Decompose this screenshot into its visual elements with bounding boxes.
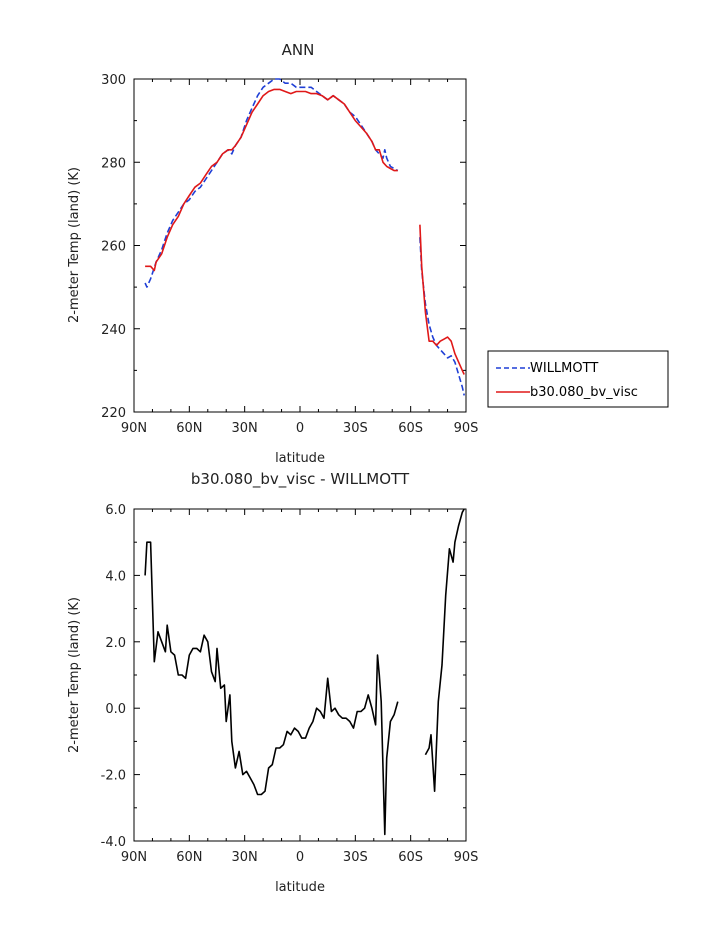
x-tick-label: 90N: [121, 421, 147, 436]
x-tick-label: 60S: [398, 850, 423, 865]
x-tick-label: 30N: [232, 850, 258, 865]
y-tick-label: 6.0: [105, 503, 126, 518]
y-tick-label: 0.0: [105, 702, 126, 717]
x-tick-label: 60N: [176, 850, 202, 865]
difference-panel: b30.080_bv_visc - WILLMOTT 90N 60N 30N 0 30S…: [67, 470, 478, 895]
series-line-difference-segment-1: [144, 541, 399, 836]
series-line-b30-080-bv-visc-segment-2: [419, 224, 465, 375]
legend: WILLMOTT b30.080_bv_visc: [487, 350, 669, 408]
y-tick-label: 280: [101, 156, 126, 171]
y-tick-label: 240: [101, 323, 126, 338]
series-line-willmott-segment-1: [144, 78, 399, 288]
legend-entry-willmott: WILLMOTT: [530, 361, 598, 376]
x-axis-label: latitude: [275, 451, 325, 466]
x-tick-label: 90N: [121, 850, 147, 865]
x-tick-label: 90S: [454, 850, 479, 865]
top-series-group: [144, 78, 465, 396]
y-tick-label: -2.0: [101, 769, 126, 784]
x-tick-label: 90S: [454, 421, 479, 436]
bottom-series-group: [144, 508, 465, 836]
y-tick-label: 220: [101, 406, 126, 421]
y-tick-label: 300: [101, 73, 126, 88]
x-tick-label: 0: [296, 850, 304, 865]
y-tick-label: -4.0: [101, 835, 126, 850]
y-axis-label: 2-meter Temp (land) (K): [67, 597, 82, 753]
y-tick-label: 260: [101, 240, 126, 255]
series-line-willmott-segment-2: [419, 237, 465, 396]
y-tick-label: 2.0: [105, 636, 126, 651]
x-tick-label: 30S: [343, 421, 368, 436]
chart-title: ANN: [282, 41, 315, 59]
x-tick-label: 30N: [232, 421, 258, 436]
x-tick-label: 30S: [343, 850, 368, 865]
y-axis-label: 2-meter Temp (land) (K): [67, 167, 82, 323]
top-axes: 90N 60N 30N 0 30S 60S 90S 220 240 260 280 300: [101, 73, 478, 436]
legend-box: [487, 350, 669, 408]
difference-title: b30.080_bv_visc - WILLMOTT: [191, 470, 410, 489]
legend-entry-model: b30.080_bv_visc: [530, 385, 638, 400]
annual-temperature-panel: ANN 90N 60N 30N 0 30S 60S 90S 220 240 260 280 300 l…: [67, 41, 478, 466]
x-tick-label: 0: [296, 421, 304, 436]
bottom-plot-frame: [133, 508, 467, 842]
x-axis-label: latitude: [275, 880, 325, 895]
series-line-difference-segment-2: [424, 508, 465, 793]
y-tick-label: 4.0: [105, 569, 126, 584]
bottom-axes: 90N 60N 30N 0 30S 60S 90S -4.0 -2.0 0.0 2.0 4.0 6.0: [101, 503, 479, 865]
series-line-b30-080-bv-visc-segment-1: [145, 88, 398, 272]
top-plot-frame: [133, 78, 467, 413]
x-tick-label: 60S: [398, 421, 423, 436]
x-tick-label: 60N: [176, 421, 202, 436]
